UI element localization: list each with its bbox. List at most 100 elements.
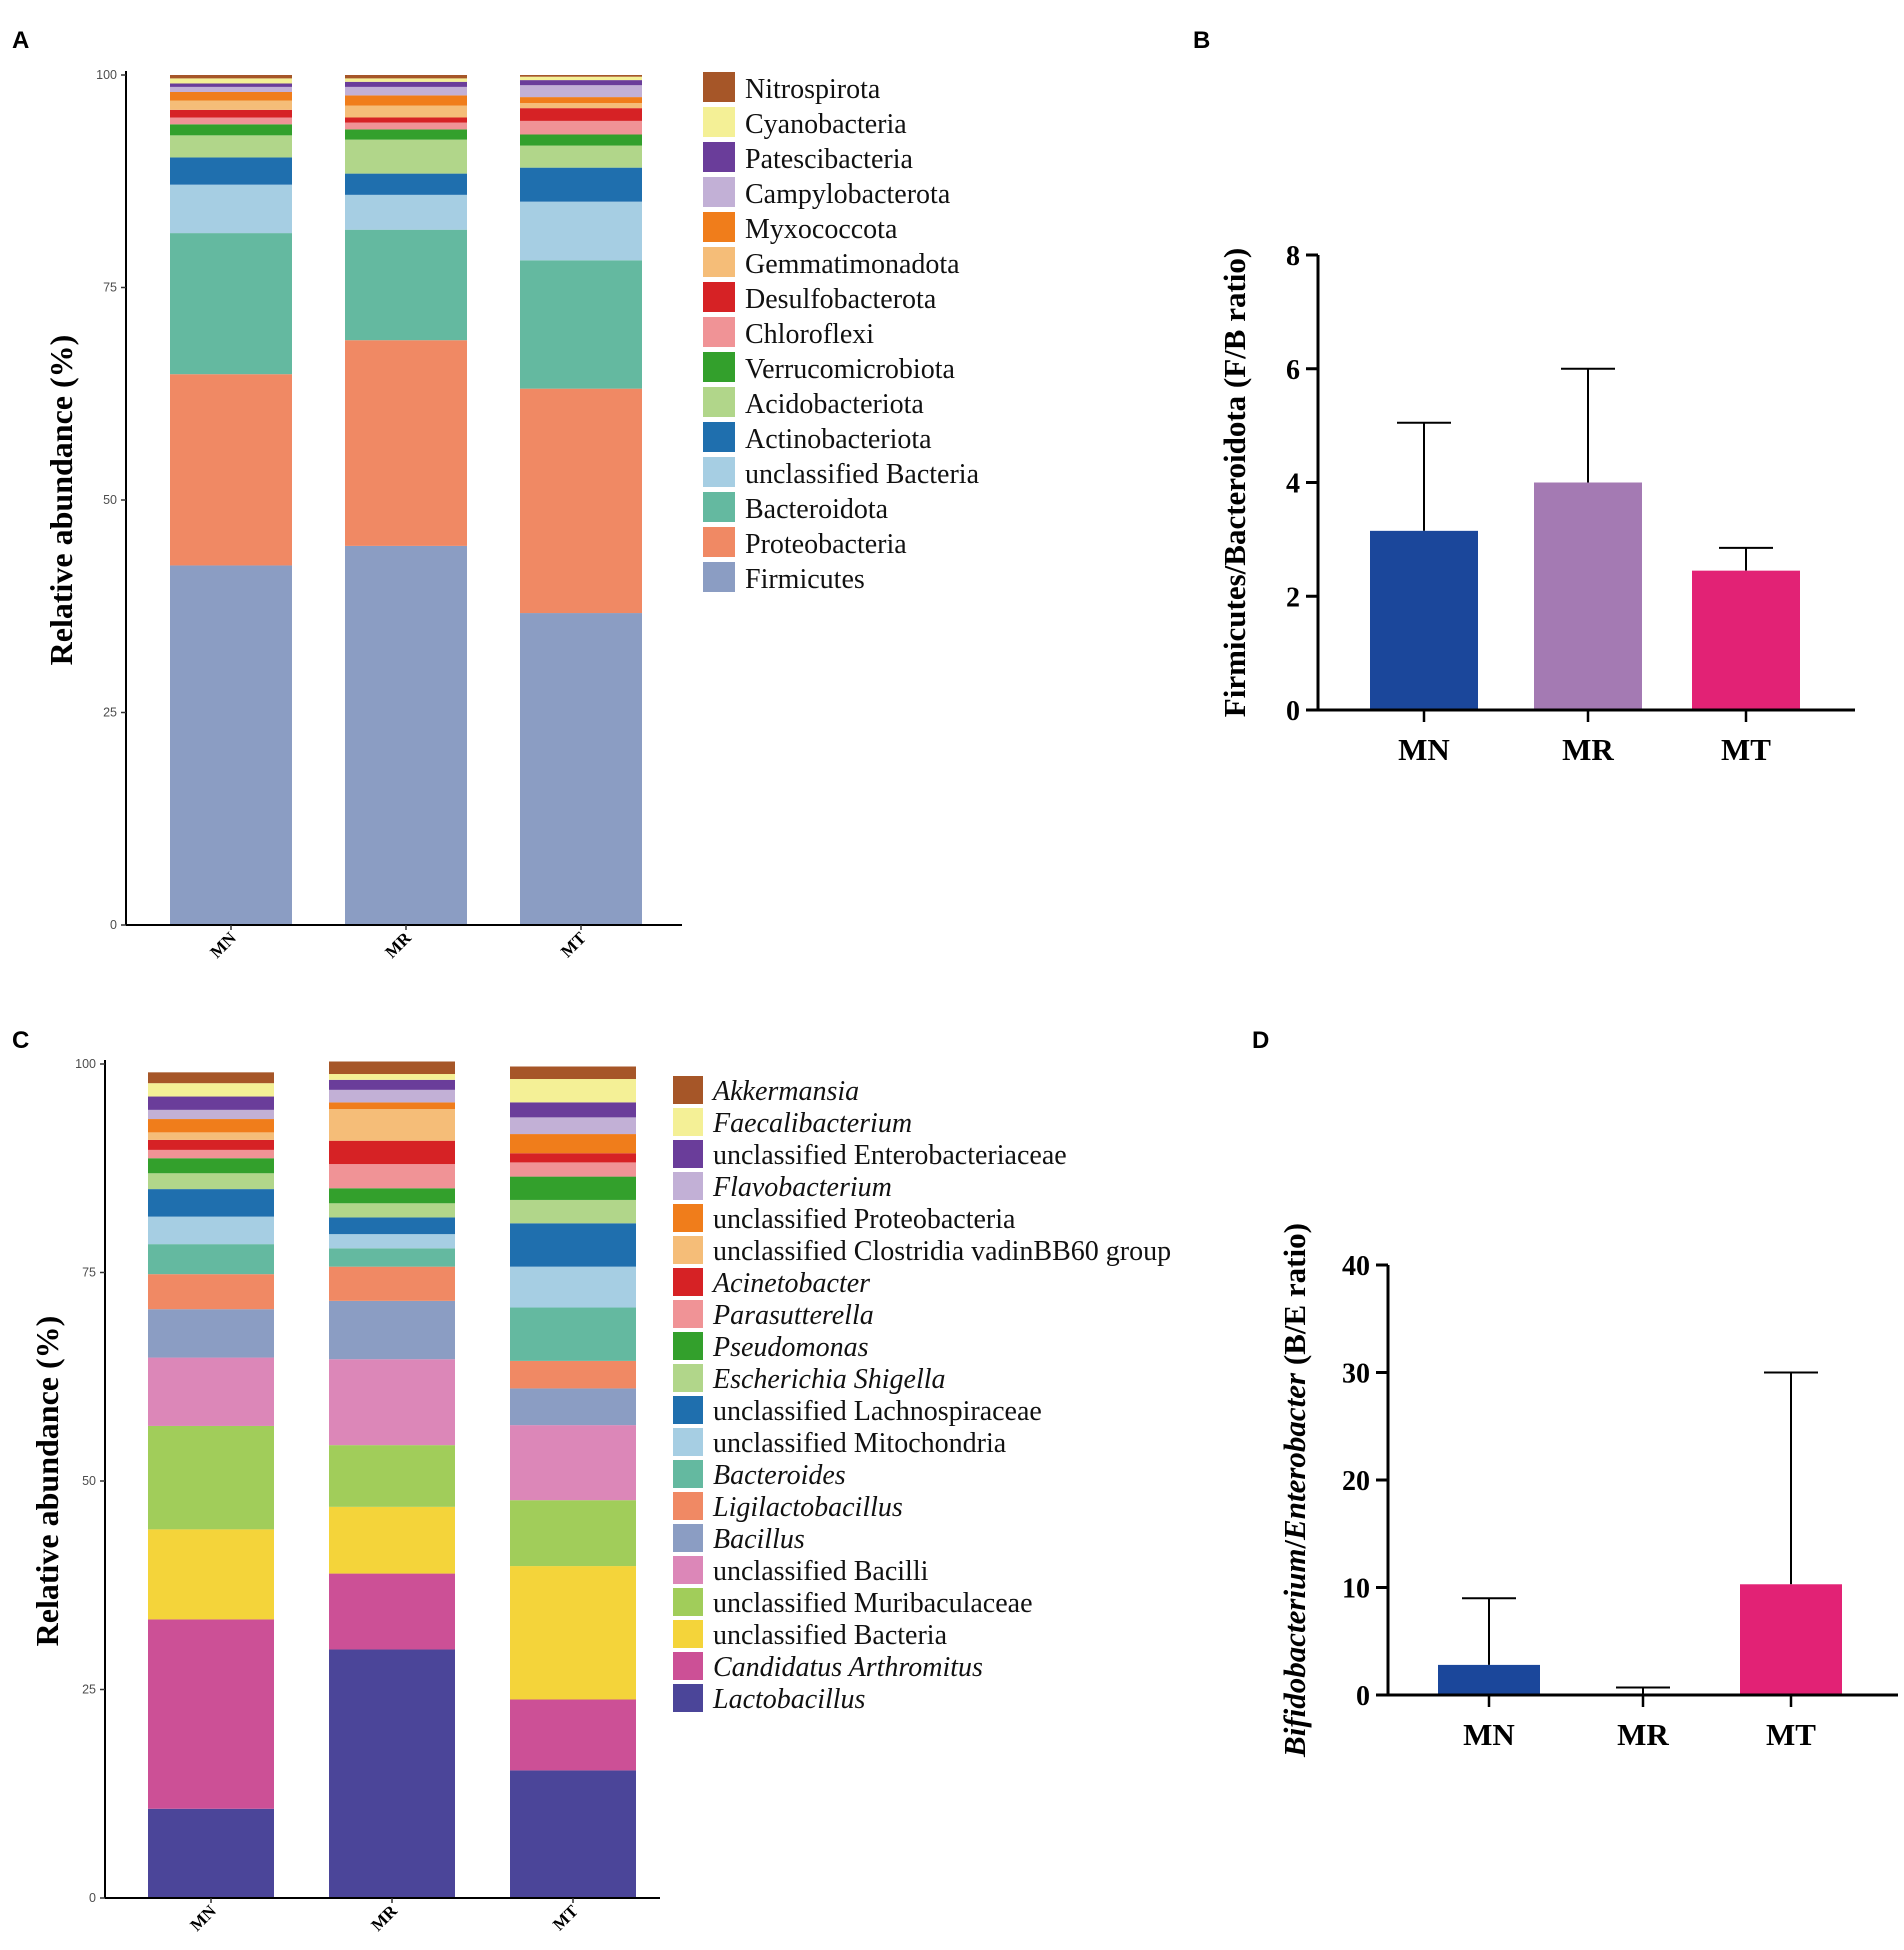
bar-segment-mr-unclassified-bacteria (329, 1506, 455, 1574)
y-axis-label: Bifidobacterium/Enterobacter (B/E ratio) (1277, 1223, 1312, 1758)
legend-swatch (703, 142, 735, 172)
bar-segment-mr-unclassified-enterobacteriaceae (329, 1079, 455, 1090)
y-tick-label: 100 (75, 1057, 96, 1071)
legend-swatch (673, 1652, 703, 1680)
bar-segment-mt-pseudomonas (510, 1176, 636, 1200)
bar-segment-mn-unclassified-clostridia-vadinbb60-group (148, 1132, 274, 1140)
legend-label: Nitrospirota (745, 74, 881, 105)
legend-label: unclassified Bacteria (745, 459, 980, 490)
x-category-label-mr: MR (367, 1901, 401, 1935)
y-tick-label: 0 (1356, 1681, 1370, 1712)
legend-swatch (703, 562, 735, 592)
legend-swatch (703, 317, 735, 347)
bar-segment-mt-myxococcota (520, 97, 642, 104)
legend-swatch (673, 1684, 703, 1712)
bar-segment-mt-nitrospirota (520, 75, 642, 77)
bar-segment-mn-firmicutes (170, 565, 292, 925)
legend-swatch (703, 177, 735, 207)
y-tick-label: 25 (103, 706, 117, 720)
bar-segment-mn-bacteroides (148, 1244, 274, 1275)
legend-swatch (703, 72, 735, 102)
bar-segment-mr-acidobacteriota (345, 139, 467, 174)
bar-segment-mr-desulfobacterota (345, 117, 467, 123)
bar-segment-mt-unclassified-bacilli (510, 1425, 636, 1501)
bar-segment-mr-akkermansia (329, 1061, 455, 1075)
y-axis-label-part: (B/E ratio) (1277, 1223, 1312, 1373)
bar-segment-mr-myxococcota (345, 95, 467, 106)
bar-segment-mr-unclassified-clostridia-vadinbb60-group (329, 1109, 455, 1141)
legend-swatch (673, 1492, 703, 1520)
legend-swatch (703, 107, 735, 137)
legend-label: Acinetobacter (711, 1268, 870, 1299)
panel-label-d: D (1252, 1027, 1269, 1054)
bar-segment-mt-akkermansia (510, 1066, 636, 1080)
bar-segment-mn-actinobacteriota (170, 157, 292, 185)
bar-segment-mn-lactobacillus (148, 1808, 274, 1898)
bar-segment-mn-unclassified-bacilli (148, 1357, 274, 1426)
y-tick-label: 30 (1342, 1359, 1370, 1390)
x-category-label-mr: MR (1562, 732, 1614, 767)
bar-segment-mt-bacteroidota (520, 260, 642, 389)
legend-label: Chloroflexi (745, 319, 874, 350)
legend-swatch (673, 1428, 703, 1456)
bar-segment-mr-unclassified-muribaculaceae (329, 1445, 455, 1507)
bar-segment-mn-candidatus-arthromitus (148, 1619, 274, 1809)
bar-segment-mn-acinetobacter (148, 1139, 274, 1150)
bar-segment-mn-unclassified-proteobacteria (148, 1119, 274, 1133)
legend-swatch (673, 1332, 703, 1360)
bar-segment-mt-unclassified-muribaculaceae (510, 1500, 636, 1567)
legend-label: unclassified Enterobacteriaceae (713, 1140, 1067, 1171)
bar-segment-mn-ligilactobacillus (148, 1274, 274, 1310)
bar-segment-mt-acidobacteriota (520, 145, 642, 168)
bar-segment-mt-ligilactobacillus (510, 1360, 636, 1389)
panel-label-c: C (12, 1027, 29, 1054)
x-category-label-mr: MR (1617, 1717, 1669, 1752)
legend-label: unclassified Clostridia vadinBB60 group (713, 1236, 1171, 1267)
y-tick-label: 25 (82, 1683, 96, 1697)
y-tick-label: 20 (1342, 1466, 1370, 1497)
bar-segment-mn-myxococcota (170, 92, 292, 101)
bar-segment-mr-patescibacteria (345, 81, 467, 87)
bar-segment-mn-cyanobacteria (170, 78, 292, 84)
bar-segment-mt-lactobacillus (510, 1770, 636, 1898)
legend-swatch (673, 1460, 703, 1488)
bar-segment-mt-bacteroides (510, 1307, 636, 1361)
bar-segment-mn-bacteroidota (170, 233, 292, 375)
legend-swatch (673, 1588, 703, 1616)
bar-segment-mr-gemmatimonadota (345, 105, 467, 118)
legend-swatch (673, 1236, 703, 1264)
bar-segment-mt-cyanobacteria (520, 76, 642, 81)
bar-segment-mt-gemmatimonadota (520, 103, 642, 109)
legend-swatch (673, 1300, 703, 1328)
bar-segment-mt-firmicutes (520, 613, 642, 925)
bar-segment-mt-flavobacterium (510, 1117, 636, 1135)
bar-mr (1534, 482, 1642, 710)
bar-segment-mr-escherichia-shigella (329, 1203, 455, 1218)
legend-label: Flavobacterium (712, 1172, 892, 1203)
bar-segment-mt-parasutterella (510, 1162, 636, 1177)
legend-label: Bacteroides (713, 1460, 846, 1491)
bar-segment-mt-campylobacterota (520, 85, 642, 98)
bar-segment-mr-actinobacteriota (345, 173, 467, 195)
bar-segment-mr-parasutterella (329, 1164, 455, 1189)
bar-segment-mn-unclassified-enterobacteriaceae (148, 1096, 274, 1110)
bar-segment-mn-nitrospirota (170, 75, 292, 79)
bar-segment-mn-escherichia-shigella (148, 1173, 274, 1190)
chart-d-be-ratio: MN MR MT 0 10 20 30 40 Bifidobacterium/Enterobac… (1277, 1223, 1898, 1758)
bar-segment-mr-unclassified-bacteria (345, 194, 467, 230)
bar-segment-mn-chloroflexi (170, 117, 292, 125)
y-tick-label: 2 (1286, 582, 1300, 613)
bar-segment-mn-parasutterella (148, 1149, 274, 1159)
bar-segment-mr-verrucomicrobiota (345, 129, 467, 140)
bar-segment-mt-patescibacteria (520, 80, 642, 86)
legend-label: unclassified Muribaculaceae (713, 1588, 1033, 1619)
bar-segment-mr-proteobacteria (345, 340, 467, 546)
bar-segment-mn-flavobacterium (148, 1109, 274, 1120)
legend-swatch (673, 1076, 703, 1104)
bar-segment-mn-gemmatimonadota (170, 100, 292, 110)
bar-segment-mr-unclassified-proteobacteria (329, 1102, 455, 1110)
legend-swatch (703, 422, 735, 452)
legend-label: unclassified Bacteria (713, 1620, 948, 1651)
y-tick-label: 4 (1286, 469, 1300, 500)
x-category-label-mt: MT (1721, 732, 1771, 767)
